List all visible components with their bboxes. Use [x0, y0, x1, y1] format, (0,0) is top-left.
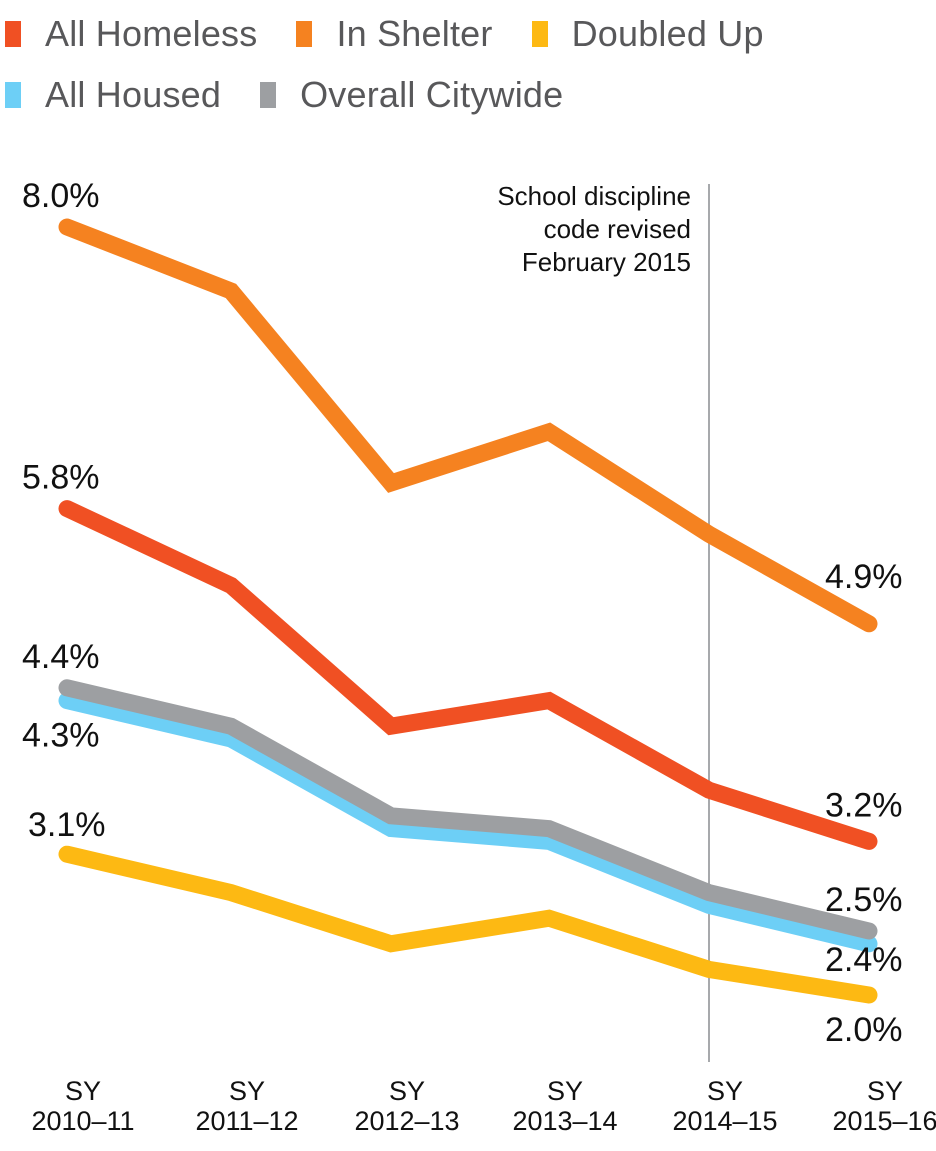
end-label-in-shelter: 4.9% [825, 558, 903, 596]
legend-swatch-doubled-up [531, 21, 548, 47]
x-tick-label: 2014–15 [672, 1106, 777, 1136]
start-label-all-housed: 4.3% [22, 717, 100, 755]
legend-swatch-all-homeless [5, 21, 21, 47]
x-tick-label: 2013–14 [512, 1106, 617, 1136]
end-label-all-housed: 2.4% [825, 941, 903, 979]
x-tick-label: 2011–12 [195, 1106, 298, 1136]
legend-item-all-homeless: All Homeless [0, 13, 257, 55]
legend-item-doubled-up: Doubled Up [527, 13, 764, 55]
start-label-all-homeless: 5.8% [22, 459, 100, 497]
legend-item-overall-citywide: Overall Citywide [255, 74, 563, 116]
x-tick-label: 2015–16 [832, 1106, 936, 1136]
legend-swatch-all-housed [5, 82, 21, 108]
legend-swatch-in-shelter [296, 21, 313, 47]
legend-label: Overall Citywide [300, 74, 564, 115]
legend-row-2: All Housed Overall Citywide [0, 74, 597, 116]
x-tick-label: SY [547, 1076, 583, 1106]
lines-layer [58, 218, 878, 1004]
end-label-doubled-up: 2.0% [825, 1011, 903, 1049]
series-line-in-shelter [58, 218, 878, 633]
end-label-all-homeless: 3.2% [825, 786, 903, 824]
x-tick-label: SY [867, 1076, 903, 1106]
legend-label: All Homeless [45, 13, 258, 54]
start-label-in-shelter: 8.0% [22, 177, 100, 215]
legend-label: Doubled Up [571, 13, 764, 54]
legend-swatch-overall-citywide [260, 82, 277, 108]
end-label-overall-citywide: 2.5% [825, 881, 903, 919]
legend-row-1: All Homeless In Shelter Doubled Up [0, 13, 798, 55]
x-tick-label: 2012–13 [354, 1106, 459, 1136]
series-line-all-housed [58, 692, 878, 953]
value-labels-layer: 8.0% 4.9% 5.8% 3.2% 4.3% 2.4% 4.4% 2.5% 3.1% 2.0% [22, 177, 903, 1049]
annotation-text-line: February 2015 [522, 247, 691, 277]
annotation-text-line: code revised [544, 214, 691, 244]
start-label-overall-citywide: 4.4% [22, 638, 100, 676]
x-tick-label: SY [65, 1076, 101, 1106]
legend-label: All Housed [45, 74, 222, 115]
series-line-doubled-up [58, 845, 878, 1004]
start-label-doubled-up: 3.1% [28, 806, 106, 844]
x-tick-label: 2010–11 [31, 1106, 134, 1136]
x-tick-label: SY [389, 1076, 425, 1106]
series-line-overall-citywide [58, 679, 878, 940]
legend-item-all-housed: All Housed [0, 74, 221, 116]
annotation-text-line: School discipline [497, 181, 691, 211]
legend-item-in-shelter: In Shelter [291, 13, 492, 55]
x-tick-label: SY [229, 1076, 265, 1106]
x-axis-ticks: SY2010–11SY2011–12SY2012–13SY2013–14SY20… [31, 1076, 936, 1136]
x-tick-label: SY [707, 1076, 743, 1106]
series-line-all-homeless [58, 500, 878, 850]
legend-label: In Shelter [336, 13, 493, 54]
